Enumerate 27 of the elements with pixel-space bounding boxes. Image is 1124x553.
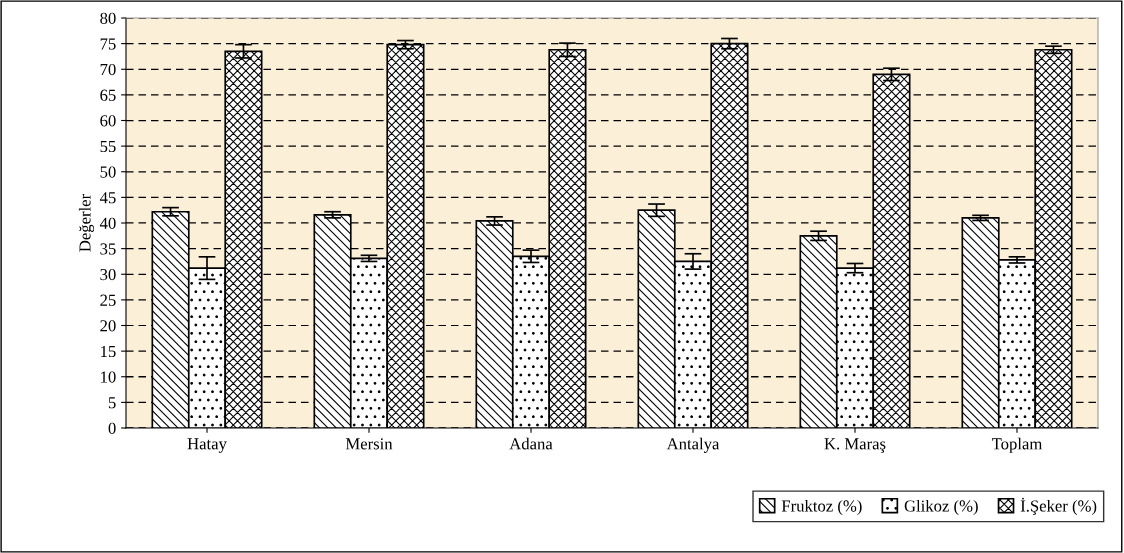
- y-tick-label: 65: [100, 89, 116, 101]
- x-tick-label: Hatay: [187, 438, 227, 453]
- x-tick-label: Antalya: [666, 437, 720, 453]
- y-tick-label: 55: [100, 140, 116, 153]
- y-tick-label: 60: [100, 115, 116, 127]
- y-tick-label: 45: [99, 192, 116, 204]
- y-tick-label: 15: [101, 345, 116, 358]
- legend-label: Glikoz (%): [904, 499, 978, 515]
- x-tick-label: Toplam: [991, 437, 1043, 453]
- y-tick-label: 70: [100, 63, 116, 76]
- y-tick-label: 5: [108, 397, 116, 409]
- y-tick-label: 75: [100, 38, 116, 50]
- x-tick-label: Adana: [509, 437, 553, 450]
- x-tick-label: K. Maraş: [824, 438, 886, 453]
- y-axis-title: Değerler: [78, 194, 95, 252]
- y-tick-label: 0: [108, 422, 116, 434]
- y-tick-label: 10: [101, 371, 116, 383]
- y-tick-label: 40: [99, 217, 116, 229]
- y-tick-label: 30: [100, 268, 116, 281]
- y-tick-label: 35: [100, 243, 116, 255]
- y-tick-label: 25: [100, 294, 116, 306]
- legend-label: Fruktoz (%): [781, 499, 862, 515]
- legend-label: İ.Şeker (%): [1020, 497, 1097, 515]
- y-tick-label: 80: [100, 12, 116, 24]
- x-tick-label: Mersin: [345, 438, 393, 450]
- y-tick-label: 20: [100, 320, 116, 332]
- y-tick-label: 50: [100, 166, 116, 178]
